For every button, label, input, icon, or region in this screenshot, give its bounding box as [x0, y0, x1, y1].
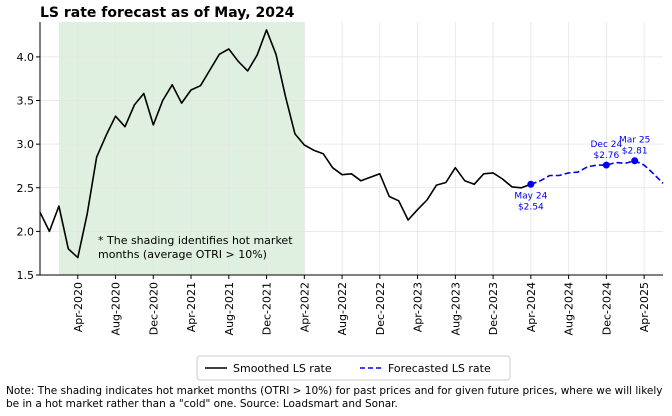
x-tick-label: Dec-2022: [374, 282, 387, 335]
y-tick-label: 3.0: [17, 138, 35, 151]
x-tick-label: Aug-2024: [563, 282, 576, 335]
annotation-label: Dec 24: [590, 140, 622, 150]
x-tick-label: Dec-2023: [487, 282, 500, 335]
y-tick-label: 3.5: [17, 95, 35, 108]
forecasted-ls-rate-line: [530, 159, 664, 186]
x-tick-label: Aug-2023: [449, 282, 462, 335]
legend-label-forecast: Forecasted LS rate: [388, 362, 491, 375]
x-tick-label: Apr-2023: [412, 282, 425, 332]
annotation-label: $2.54: [518, 202, 544, 212]
legend-box: [196, 355, 511, 381]
x-tick-label: Apr-2022: [298, 282, 311, 332]
shading-note: months (average OTRI > 10%): [98, 248, 267, 261]
x-tick-label: Apr-2025: [638, 282, 651, 332]
footnote: Note: The shading indicates hot market m…: [6, 385, 663, 410]
x-tick-label: Dec-2020: [147, 282, 160, 335]
annotation-label: $2.76: [593, 151, 619, 161]
annotation-label: $2.81: [622, 147, 648, 157]
x-tick-label: Aug-2020: [110, 282, 123, 335]
y-tick-label: 2.5: [17, 182, 35, 195]
x-tick-label: Aug-2021: [223, 282, 236, 335]
y-tick-label: 4.0: [17, 51, 35, 64]
y-tick-label: 2.0: [17, 225, 35, 238]
forecast-point-marker: [527, 180, 535, 188]
chart-title: LS rate forecast as of May, 2024: [40, 5, 295, 21]
forecast-point-marker: [631, 157, 639, 165]
annotation-label: Mar 25: [619, 136, 650, 146]
y-tick-label: 1.5: [17, 269, 35, 282]
x-tick-label: Apr-2021: [185, 282, 198, 332]
forecast-point-marker: [602, 161, 610, 169]
x-tick-label: Dec-2024: [600, 282, 613, 335]
shading-note: * The shading identifies hot market: [98, 234, 293, 247]
x-tick-label: Dec-2021: [261, 282, 274, 335]
x-tick-label: Apr-2020: [72, 282, 85, 332]
smoothed-ls-rate-line: [39, 29, 532, 259]
annotation-label: May 24: [514, 191, 547, 201]
legend-label-smoothed: Smoothed LS rate: [233, 362, 332, 375]
x-tick-label: Aug-2022: [336, 282, 349, 335]
x-tick-label: Apr-2024: [525, 282, 538, 332]
